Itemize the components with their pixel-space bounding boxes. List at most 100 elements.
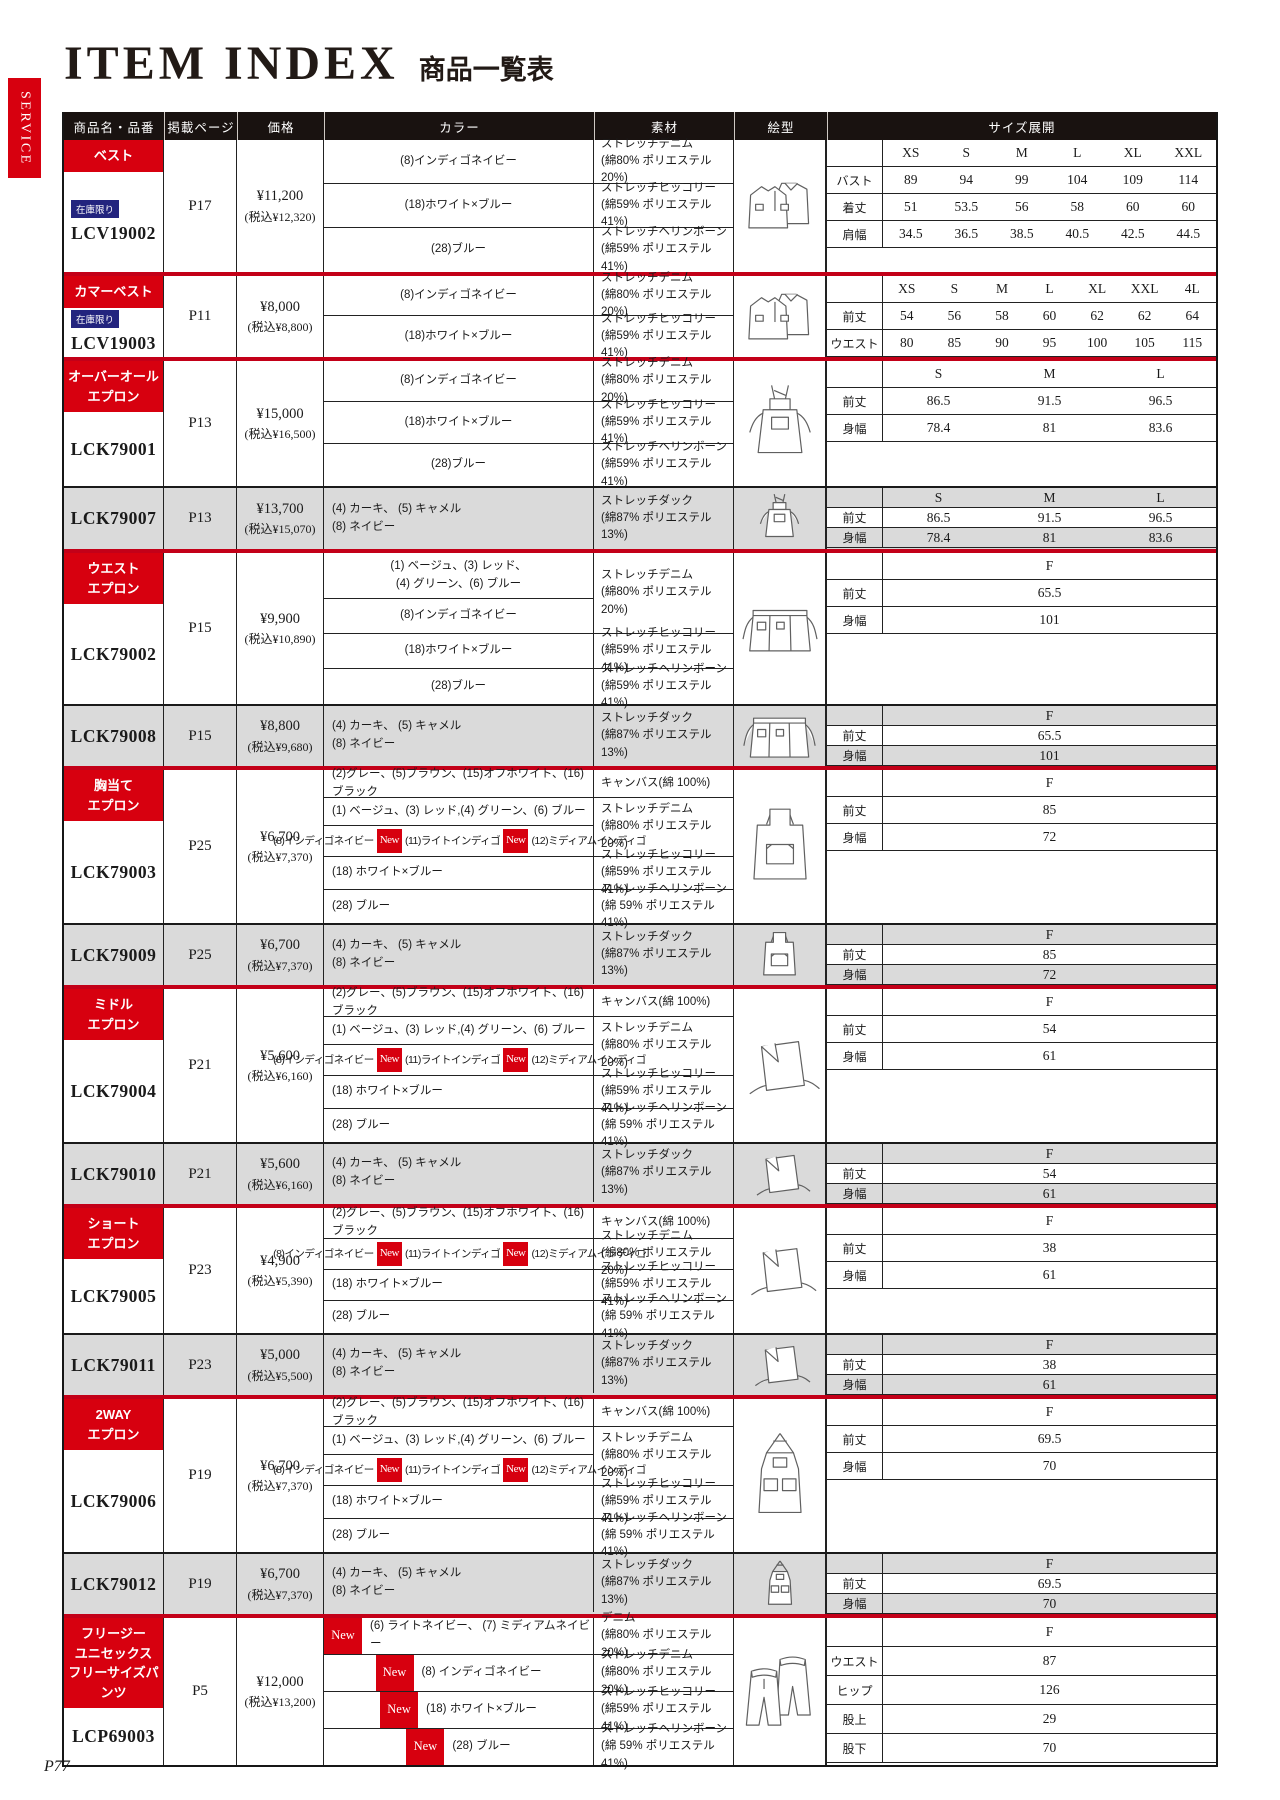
size-label: 股上 bbox=[827, 1705, 883, 1733]
size-value: 86.5 bbox=[926, 509, 951, 525]
size-value: 65.5 bbox=[1037, 585, 1062, 600]
color-cell: (2)グレー、(5)ブラウン、(15)オフホワイト、(16)ブラック bbox=[324, 987, 594, 1017]
color-cell: (18) ホワイト×ブルー bbox=[324, 1076, 594, 1109]
price-tax-value: (税込¥12,320) bbox=[244, 209, 316, 224]
size-label bbox=[827, 553, 883, 579]
price-value: ¥6,700 bbox=[260, 937, 300, 954]
size-row: 前丈 54 56 58 60 62 62 64 bbox=[827, 303, 1216, 330]
size-value: XS bbox=[902, 145, 920, 160]
size-value: 115 bbox=[1182, 335, 1203, 350]
price-value: ¥9,900 bbox=[260, 610, 300, 627]
group-separator bbox=[64, 766, 1216, 770]
size-table: XS S M L XL XXL バスト 89 94 99 104 109 114 着丈 51 53.5 56 58… bbox=[827, 140, 1216, 272]
price-cell: ¥5,000 (税込¥5,500) bbox=[237, 1335, 324, 1395]
size-label bbox=[827, 1399, 883, 1425]
group-separator bbox=[64, 985, 1216, 989]
product-group-LCK79005: ショート エプロン LCK79005 P23 ¥4,900 (税込¥5,390) (2)グレ… bbox=[64, 1207, 1216, 1340]
color-cell: (18) ホワイト×ブルー bbox=[324, 1486, 594, 1519]
middle-apron-icon bbox=[738, 1033, 822, 1099]
price-tax-value: (税込¥9,680) bbox=[247, 739, 313, 754]
product-name-label: ショート エプロン bbox=[64, 1208, 163, 1259]
size-value: M bbox=[1043, 366, 1056, 381]
price-cell: ¥5,600 (税込¥6,160) bbox=[237, 1144, 324, 1204]
group-separator bbox=[64, 486, 1216, 488]
size-value: XL bbox=[1123, 145, 1142, 160]
product-name-label: ミドル エプロン bbox=[64, 989, 163, 1040]
middle-apron-icon bbox=[748, 1149, 812, 1199]
price-cell: ¥4,900 (税込¥5,390) bbox=[237, 1208, 324, 1333]
product-group-LCK79002: ウエスト エプロン LCK79002 P15 ¥9,900 (税込¥10,890) (1) … bbox=[64, 553, 1216, 709]
stock-limited-badge: 在庫限り bbox=[71, 310, 120, 329]
size-value: F bbox=[1045, 994, 1054, 1009]
color-cell: (4) カーキ、 (5) キャメル (8) ネイビー bbox=[324, 1335, 594, 1393]
size-label bbox=[827, 1335, 883, 1354]
product-group-LCK79004: ミドル エプロン LCK79004 P21 ¥5,600 (税込¥6,160) (2)グレー… bbox=[64, 987, 1216, 1148]
size-value: 58 bbox=[995, 308, 1009, 323]
color-material-grid: (1) ベージュ、(3) レッド、 (4) グリーン、(6) ブルー (8)インディ… bbox=[324, 553, 734, 709]
catalog-page-ref: P11 bbox=[164, 276, 237, 357]
sketch-cell bbox=[734, 770, 827, 923]
group-separator bbox=[64, 357, 1216, 361]
column-header: カラー bbox=[324, 112, 594, 140]
size-row: 前丈 65.5 bbox=[827, 726, 1216, 746]
product-name-cell: 2WAY エプロン LCK79006 bbox=[64, 1399, 164, 1552]
price-tax-value: (税込¥16,500) bbox=[244, 427, 316, 442]
product-name-cell: LCK79007 bbox=[64, 488, 164, 549]
product-group-LCK79010: LCK79010 P21 ¥5,600 (税込¥6,160) (4) カーキ、 (5) … bbox=[64, 1144, 1216, 1204]
size-label bbox=[827, 989, 883, 1015]
size-label: 身幅 bbox=[827, 607, 883, 633]
price-cell: ¥5,600 (税込¥6,160) bbox=[237, 989, 324, 1142]
size-label: 前丈 bbox=[827, 1574, 883, 1593]
size-row: ヒップ 126 bbox=[827, 1676, 1216, 1705]
size-label: ヒップ bbox=[827, 1676, 883, 1704]
color-material-grid: (4) カーキ、 (5) キャメル (8) ネイビー ストレッチダック (綿87% ポ… bbox=[324, 925, 734, 985]
size-table: F 前丈 65.5 身幅 101 bbox=[827, 553, 1216, 704]
size-value: 60 bbox=[1042, 308, 1057, 323]
catalog-page-ref: P23 bbox=[164, 1335, 237, 1395]
group-separator bbox=[64, 923, 1216, 925]
page-title: ITEM INDEX bbox=[64, 37, 399, 90]
color-material-grid: (4) カーキ、 (5) キャメル (8) ネイビー ストレッチダック (綿87% ポ… bbox=[324, 1144, 734, 1204]
color-cell: (2)グレー、(5)ブラウン、(15)オフホワイト、(16)ブラック bbox=[324, 1397, 594, 1427]
price-tax-value: (税込¥6,160) bbox=[247, 1069, 313, 1084]
size-value: 60 bbox=[1181, 199, 1196, 214]
size-value: 78.4 bbox=[926, 420, 951, 435]
material-cell: キャンバス(綿 100%) bbox=[594, 770, 734, 798]
size-value: S bbox=[950, 281, 959, 296]
product-name-cell: ウエスト エプロン LCK79002 bbox=[64, 553, 164, 704]
color-cell: New (28) ブルー bbox=[324, 1729, 594, 1765]
material-cell: ストレッチヒッコリー (綿59% ポリエステル41%) bbox=[594, 182, 734, 228]
size-label: 前丈 bbox=[827, 1164, 883, 1183]
material-cell: ストレッチデニム (綿80% ポリエステル20%) bbox=[594, 1017, 734, 1076]
size-label bbox=[827, 361, 883, 387]
color-material-grid: (4) カーキ、 (5) キャメル (8) ネイビー ストレッチダック (綿87% ポ… bbox=[324, 488, 734, 549]
material-cell: ストレッチデニム (綿80% ポリエステル20%) bbox=[594, 553, 734, 634]
color-cell: (28) ブルー bbox=[324, 1109, 594, 1142]
size-label: 身幅 bbox=[827, 415, 883, 441]
size-label: 身幅 bbox=[827, 746, 883, 765]
product-group-LCK79001: オーバーオール エプロン LCK79001 P13 ¥15,000 (税込¥16,500)… bbox=[64, 357, 1216, 488]
price-tax-value: (税込¥7,370) bbox=[247, 850, 313, 865]
price-tax-value: (税込¥7,370) bbox=[247, 958, 313, 973]
catalog-page-ref: P25 bbox=[164, 770, 237, 923]
product-group-LCK79011: LCK79011 P23 ¥5,000 (税込¥5,500) (4) カーキ、 (5) … bbox=[64, 1335, 1216, 1395]
size-value: 101 bbox=[1039, 747, 1060, 763]
size-label bbox=[827, 1554, 883, 1573]
size-row: F bbox=[827, 553, 1216, 580]
price-value: ¥5,600 bbox=[260, 1156, 300, 1173]
catalog-page-ref: P15 bbox=[164, 553, 237, 704]
material-cell: ストレッチヒッコリー (綿59% ポリエステル41%) bbox=[594, 399, 734, 445]
product-name-cell: LCK79011 bbox=[64, 1335, 164, 1395]
material-cell: ストレッチヘリンボーン (綿59% ポリエステル41%) bbox=[601, 441, 727, 488]
size-row: 身幅 78.4 81 83.6 bbox=[827, 528, 1216, 548]
size-row: 前丈 38 bbox=[827, 1235, 1216, 1262]
product-name-cell: ベスト 在庫限り LCV19002 bbox=[64, 140, 164, 272]
product-name-cell: LCK79009 bbox=[64, 925, 164, 985]
size-row: 前丈 86.5 91.5 96.5 bbox=[827, 508, 1216, 528]
size-row: 前丈 54 bbox=[827, 1016, 1216, 1043]
size-value: 34.5 bbox=[898, 226, 923, 241]
price-cell: ¥8,800 (税込¥9,680) bbox=[237, 706, 324, 766]
size-row: XS S M L XL XXL 4L bbox=[827, 276, 1216, 303]
size-value: L bbox=[1073, 145, 1082, 160]
